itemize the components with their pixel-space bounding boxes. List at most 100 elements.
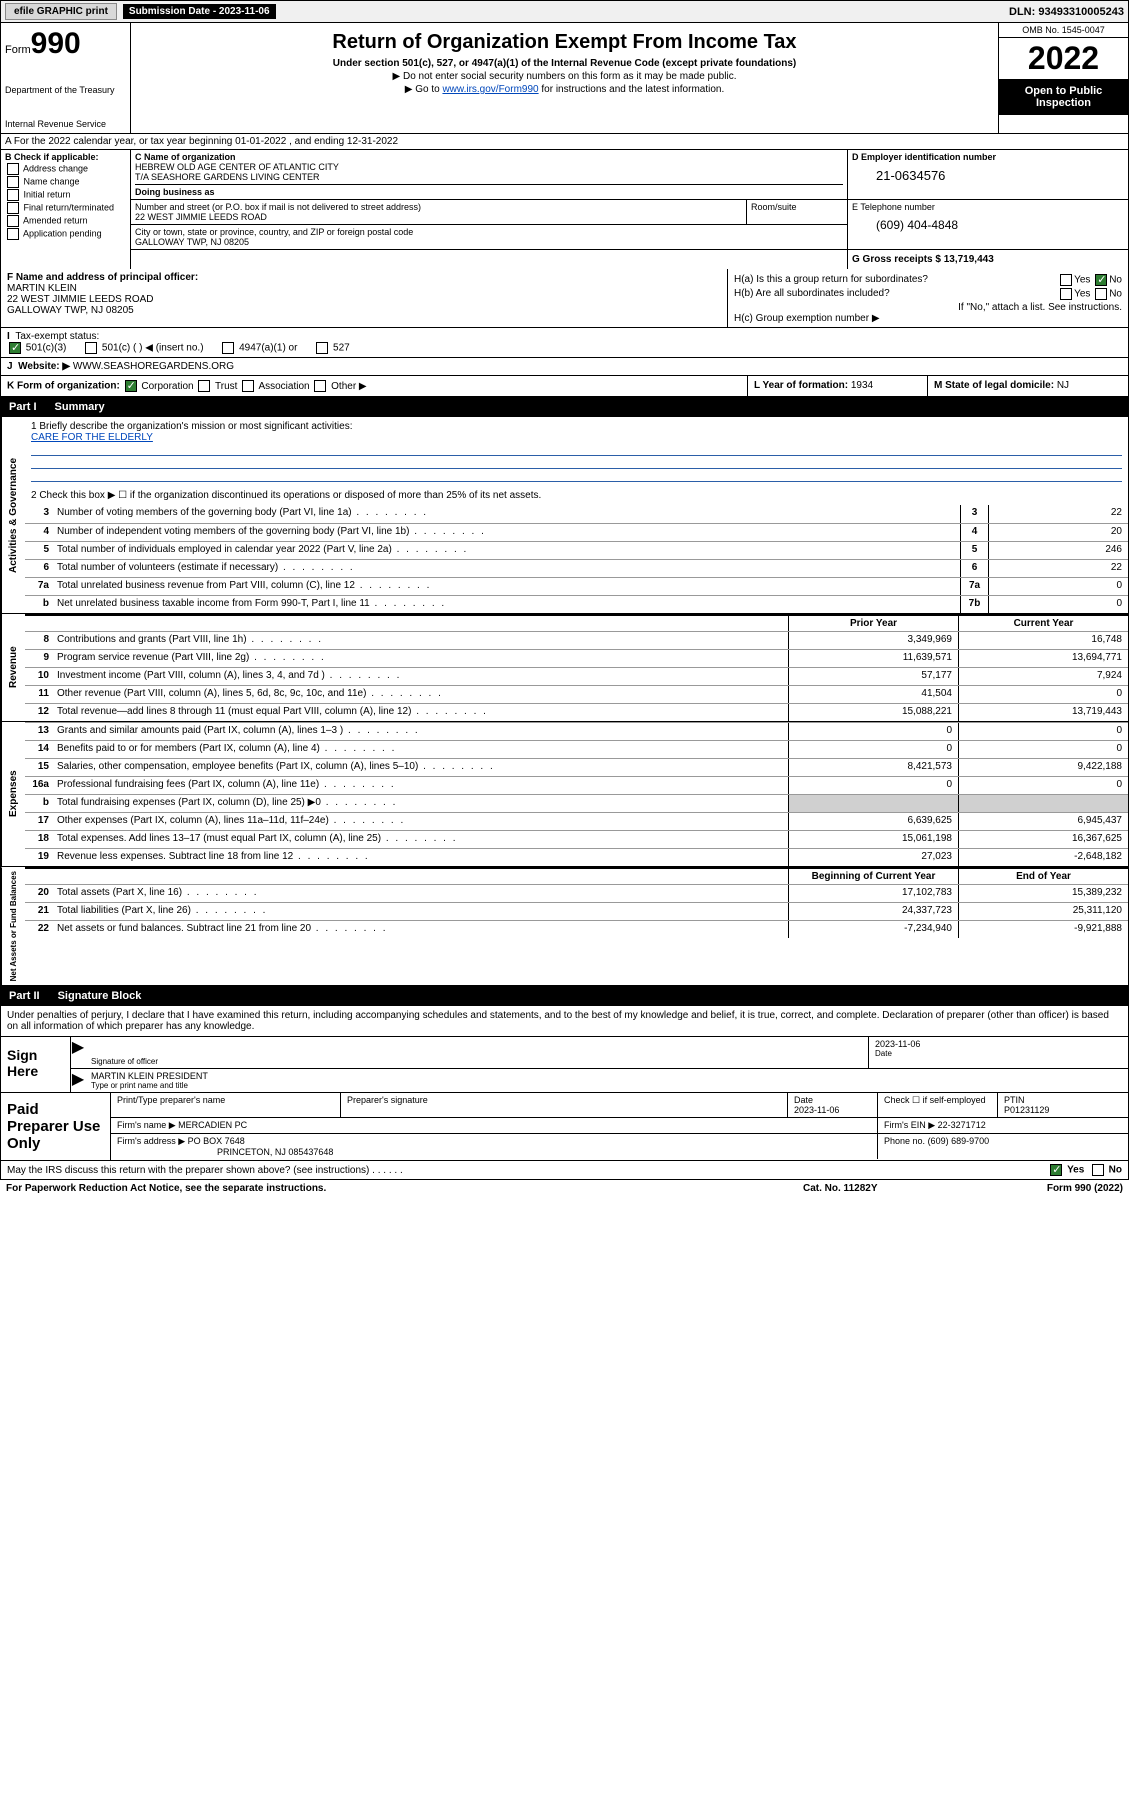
chk-assoc[interactable]: Association <box>240 381 309 392</box>
sign-here-label: Sign Here <box>1 1037 71 1092</box>
chk-527[interactable]: 527 <box>314 342 349 354</box>
tab-expenses: Expenses <box>1 722 25 866</box>
room-label: Room/suite <box>747 200 847 224</box>
firm-ein: 22-3271712 <box>938 1120 986 1130</box>
chk-corp[interactable]: Corporation <box>123 381 194 392</box>
chk-501c[interactable]: 501(c) ( ) ◀ (insert no.) <box>83 342 203 354</box>
org-name-box: C Name of organization HEBREW OLD AGE CE… <box>131 150 848 199</box>
sign-here-block: Sign Here ▶ Signature of officer 2023-11… <box>0 1037 1129 1093</box>
row-a-taxyear: A For the 2022 calendar year, or tax yea… <box>0 134 1129 150</box>
chk-name-change[interactable]: Name change <box>5 176 126 188</box>
tab-revenue: Revenue <box>1 614 25 721</box>
summary-line: 17 Other expenses (Part IX, column (A), … <box>25 812 1128 830</box>
row-j-website: J Website: ▶ WWW.SEASHOREGARDENS.ORG <box>0 358 1129 376</box>
goto-line: ▶ Go to www.irs.gov/Form990 for instruct… <box>139 84 990 95</box>
block-b-c-d-e: B Check if applicable: Address change Na… <box>0 150 1129 269</box>
ha-yes: Yes <box>1074 275 1090 286</box>
summary-line: 8 Contributions and grants (Part VIII, l… <box>25 631 1128 649</box>
part1-header: Part I Summary <box>0 397 1129 417</box>
hb-label: H(b) Are all subordinates included? <box>734 288 890 300</box>
arrow-icon: ▶ <box>71 1037 85 1068</box>
ha-no: No <box>1109 275 1122 286</box>
tab-net-assets: Net Assets or Fund Balances <box>1 867 25 985</box>
sig-type-label: Type or print name and title <box>91 1081 1122 1090</box>
mission-label: 1 Briefly describe the organization's mi… <box>31 421 1122 432</box>
ein-box: D Employer identification number 21-0634… <box>848 150 1128 199</box>
summary-line: 19 Revenue less expenses. Subtract line … <box>25 848 1128 866</box>
f-label: F Name and address of principal officer: <box>7 272 721 283</box>
l-label: L Year of formation: <box>754 380 848 391</box>
omb-number: OMB No. 1545-0047 <box>999 23 1128 38</box>
e-label: E Telephone number <box>852 202 1124 212</box>
mission-value[interactable]: CARE FOR THE ELDERLY <box>31 432 153 443</box>
firm-phone-label: Phone no. <box>884 1136 925 1146</box>
k-label: K Form of organization: <box>7 381 120 392</box>
line2-text: 2 Check this box ▶ ☐ if the organization… <box>31 490 1122 501</box>
m-label: M State of legal domicile: <box>934 380 1054 391</box>
address-box: Number and street (or P.O. box if mail i… <box>131 200 848 249</box>
j-label: Website: ▶ <box>18 361 70 372</box>
firm-addr2: PRINCETON, NJ 085437648 <box>117 1147 333 1157</box>
dln: DLN: 93493310005243 <box>1009 6 1124 18</box>
summary-line: 9 Program service revenue (Part VIII, li… <box>25 649 1128 667</box>
phone-box: E Telephone number (609) 404-4848 <box>848 200 1128 249</box>
chk-trust[interactable]: Trust <box>196 381 237 392</box>
form-number: 990 <box>31 27 81 60</box>
efile-print-button[interactable]: efile GRAPHIC print <box>5 3 117 20</box>
irs-link[interactable]: www.irs.gov/Form990 <box>442 84 538 95</box>
phone-value: (609) 404-4848 <box>852 212 1124 232</box>
summary-line: 21 Total liabilities (Part X, line 26) 2… <box>25 902 1128 920</box>
row-f-h: F Name and address of principal officer:… <box>0 269 1129 328</box>
form-header: Form990 Department of the Treasury Inter… <box>0 23 1129 134</box>
hc-label: H(c) Group exemption number ▶ <box>734 313 1122 324</box>
prep-date-label: Date <box>794 1095 813 1105</box>
ein-value: 21-0634576 <box>852 162 1124 187</box>
prep-sig-label: Preparer's signature <box>341 1093 788 1117</box>
chk-amended[interactable]: Amended return <box>5 215 126 227</box>
chk-other[interactable]: Other ▶ <box>312 381 366 392</box>
summary-line: 14 Benefits paid to or for members (Part… <box>25 740 1128 758</box>
org-name-2: T/A SEASHORE GARDENS LIVING CENTER <box>135 172 843 182</box>
form-subtitle: Under section 501(c), 527, or 4947(a)(1)… <box>139 58 990 69</box>
chk-4947[interactable]: 4947(a)(1) or <box>220 342 297 354</box>
chk-discuss-no[interactable]: No <box>1090 1164 1122 1176</box>
col-end: End of Year <box>958 869 1128 884</box>
form-title: Return of Organization Exempt From Incom… <box>139 31 990 54</box>
hb-yes: Yes <box>1074 289 1090 300</box>
paid-preparer-block: Paid Preparer Use Only Print/Type prepar… <box>0 1093 1129 1161</box>
chk-app-pending[interactable]: Application pending <box>5 228 126 240</box>
submission-date: Submission Date - 2023-11-06 <box>123 4 276 19</box>
firm-ein-label: Firm's EIN ▶ <box>884 1120 935 1130</box>
signature-declaration: Under penalties of perjury, I declare th… <box>0 1006 1129 1037</box>
prep-header: Paid Preparer Use Only <box>1 1093 111 1160</box>
m-value: NJ <box>1057 380 1069 391</box>
chk-address-change[interactable]: Address change <box>5 163 126 175</box>
firm-addr1: PO BOX 7648 <box>188 1136 245 1146</box>
h-group: H(a) Is this a group return for subordin… <box>728 269 1128 327</box>
summary-line: 7a Total unrelated business revenue from… <box>25 577 1128 595</box>
chk-discuss-yes[interactable]: Yes <box>1048 1164 1084 1176</box>
firm-name: MERCADIEN PC <box>178 1120 247 1130</box>
open-public: Open to Public Inspection <box>999 79 1128 115</box>
paperwork-text: For Paperwork Reduction Act Notice, see … <box>6 1183 803 1194</box>
prep-date: 2023-11-06 <box>794 1105 839 1115</box>
ssn-warning: ▶ Do not enter social security numbers o… <box>139 71 990 82</box>
top-bar: efile GRAPHIC print Submission Date - 20… <box>0 0 1129 23</box>
org-name-1: HEBREW OLD AGE CENTER OF ATLANTIC CITY <box>135 162 843 172</box>
chk-initial-return[interactable]: Initial return <box>5 189 126 201</box>
street-value: 22 WEST JIMMIE LEEDS ROAD <box>135 212 742 222</box>
paperwork-row: For Paperwork Reduction Act Notice, see … <box>0 1180 1129 1197</box>
summary-line: b Net unrelated business taxable income … <box>25 595 1128 613</box>
part2-title: Signature Block <box>58 990 142 1002</box>
g-label: G Gross receipts $ <box>852 254 941 265</box>
summary-line: 12 Total revenue—add lines 8 through 11 … <box>25 703 1128 721</box>
chk-501c3[interactable]: 501(c)(3) <box>7 342 66 354</box>
part2-num: Part II <box>9 990 40 1002</box>
section-governance: Activities & Governance 1 Briefly descri… <box>0 417 1129 614</box>
i-label: Tax-exempt status: <box>15 331 99 342</box>
dept-treasury: Department of the Treasury <box>5 85 126 95</box>
summary-line: 10 Investment income (Part VIII, column … <box>25 667 1128 685</box>
col-prior: Prior Year <box>788 616 958 631</box>
chk-final-return[interactable]: Final return/terminated <box>5 202 126 214</box>
city-label: City or town, state or province, country… <box>135 227 843 237</box>
